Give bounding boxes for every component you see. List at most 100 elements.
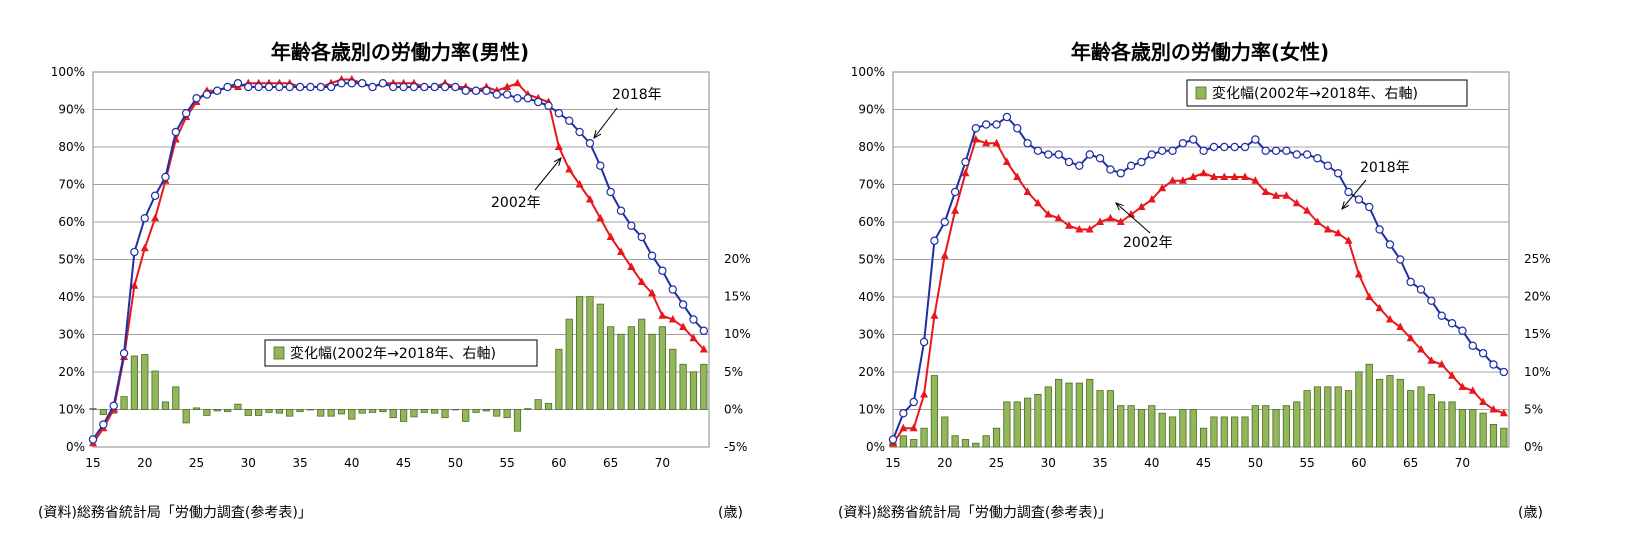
- series-point-2018: [1447, 319, 1457, 328]
- series-point-2002: [1013, 172, 1022, 180]
- series-point-2018: [420, 82, 429, 92]
- series-point-2018: [161, 172, 170, 182]
- change-bar: [213, 408, 221, 412]
- x-tick-label: 60: [1351, 456, 1366, 470]
- series-point-2018: [940, 217, 949, 227]
- change-bar: [1023, 397, 1032, 448]
- change-bar: [399, 408, 408, 422]
- annotation-arrow-line: [534, 157, 562, 191]
- change-bar: [1220, 416, 1228, 448]
- change-bar: [172, 386, 180, 410]
- series-point-2002: [596, 213, 605, 222]
- series-point-2018: [1044, 150, 1053, 159]
- y-right-tick-label: 0%: [724, 402, 743, 416]
- change-bar: [1396, 378, 1404, 448]
- series-point-2002: [1230, 172, 1239, 180]
- legend-box: [1186, 79, 1468, 107]
- change-bar: [972, 442, 980, 448]
- change-bar: [462, 408, 470, 422]
- y-right-tick-label: 15%: [1524, 327, 1551, 341]
- series-point-2002: [1334, 228, 1343, 237]
- x-tick-label: 50: [1248, 456, 1263, 470]
- change-bar: [658, 326, 667, 410]
- change-bar: [1231, 416, 1239, 448]
- y-left-tick-label: 0%: [866, 440, 885, 454]
- change-bar: [617, 333, 625, 410]
- series-point-2018: [368, 82, 377, 92]
- change-bar: [524, 408, 532, 410]
- series-point-2002: [1385, 315, 1394, 323]
- annotation-arrow-head: [1115, 202, 1124, 211]
- change-bar: [441, 408, 449, 419]
- annotation-arrow-line: [593, 107, 618, 139]
- series-point-2002: [668, 315, 677, 323]
- source-note-male: (資料)総務省統計局「労働力調査(参考表)」: [38, 505, 312, 521]
- change-bar: [348, 408, 356, 420]
- change-bar: [255, 408, 263, 416]
- x-tick-label: 30: [1041, 456, 1056, 470]
- series-point-2018: [1106, 165, 1115, 174]
- series-point-2018: [899, 409, 908, 418]
- change-bar: [327, 408, 335, 417]
- series-point-2002: [1178, 176, 1187, 184]
- series-point-2018: [1251, 135, 1260, 144]
- series-point-2018: [668, 285, 677, 294]
- series-point-2018: [1292, 150, 1301, 159]
- change-bar: [151, 370, 159, 410]
- y-left-tick-label: 100%: [51, 65, 85, 79]
- series-point-2018: [1023, 139, 1032, 148]
- series-point-2018: [1427, 296, 1436, 305]
- change-bar: [951, 435, 959, 448]
- change-bar: [1065, 382, 1073, 448]
- change-bar: [1086, 378, 1094, 448]
- x-tick-label: 55: [1299, 456, 1314, 470]
- series-point-2002: [1209, 172, 1218, 180]
- change-bar: [1034, 393, 1042, 448]
- series-point-2018: [1137, 157, 1146, 167]
- change-bar: [275, 408, 283, 414]
- series-point-2018: [1478, 349, 1488, 358]
- change-bar: [482, 408, 491, 412]
- change-bar: [575, 296, 584, 410]
- series-point-2002: [1023, 187, 1032, 195]
- series-point-2002: [992, 138, 1001, 147]
- change-bar: [910, 439, 918, 448]
- series-point-2018: [1261, 146, 1270, 155]
- series-point-2018: [1116, 169, 1125, 178]
- legend-swatch: [1195, 86, 1207, 100]
- series-point-2018: [596, 161, 605, 170]
- series-point-2018: [606, 187, 615, 197]
- change-bar: [120, 396, 128, 410]
- series-point-2002: [1044, 210, 1053, 218]
- x-unit-male: (歳): [718, 505, 743, 521]
- y-left-tick-label: 50%: [58, 253, 85, 267]
- change-bar: [1210, 416, 1218, 448]
- series-point-2018: [1385, 240, 1395, 249]
- series-point-2018: [254, 82, 263, 92]
- series-point-2002: [1241, 172, 1249, 180]
- series-point-2002: [899, 423, 908, 432]
- x-tick-label: 45: [396, 456, 411, 470]
- x-tick-label: 15: [85, 456, 100, 470]
- change-bar: [679, 363, 687, 410]
- change-bar: [223, 408, 232, 413]
- series-point-2002: [1168, 176, 1177, 184]
- y-right-tick-label: 20%: [724, 252, 751, 266]
- change-bar: [1241, 416, 1249, 448]
- series-point-2018: [1458, 326, 1467, 335]
- series-point-2018: [492, 90, 501, 99]
- series-point-2002: [606, 232, 615, 240]
- x-tick-label: 25: [989, 456, 1004, 470]
- series-point-2018: [1209, 142, 1219, 152]
- change-bar: [1438, 401, 1446, 448]
- series-point-2018: [109, 401, 118, 410]
- change-bar: [1365, 363, 1373, 448]
- change-bar: [1500, 427, 1508, 448]
- series-point-2002: [1220, 172, 1229, 180]
- change-bar: [1003, 401, 1011, 448]
- series-point-2018: [1375, 225, 1384, 234]
- change-bar: [130, 355, 139, 410]
- series-point-2018: [909, 397, 918, 407]
- series-point-2002: [699, 345, 708, 353]
- annotation-arrow-head: [553, 157, 562, 166]
